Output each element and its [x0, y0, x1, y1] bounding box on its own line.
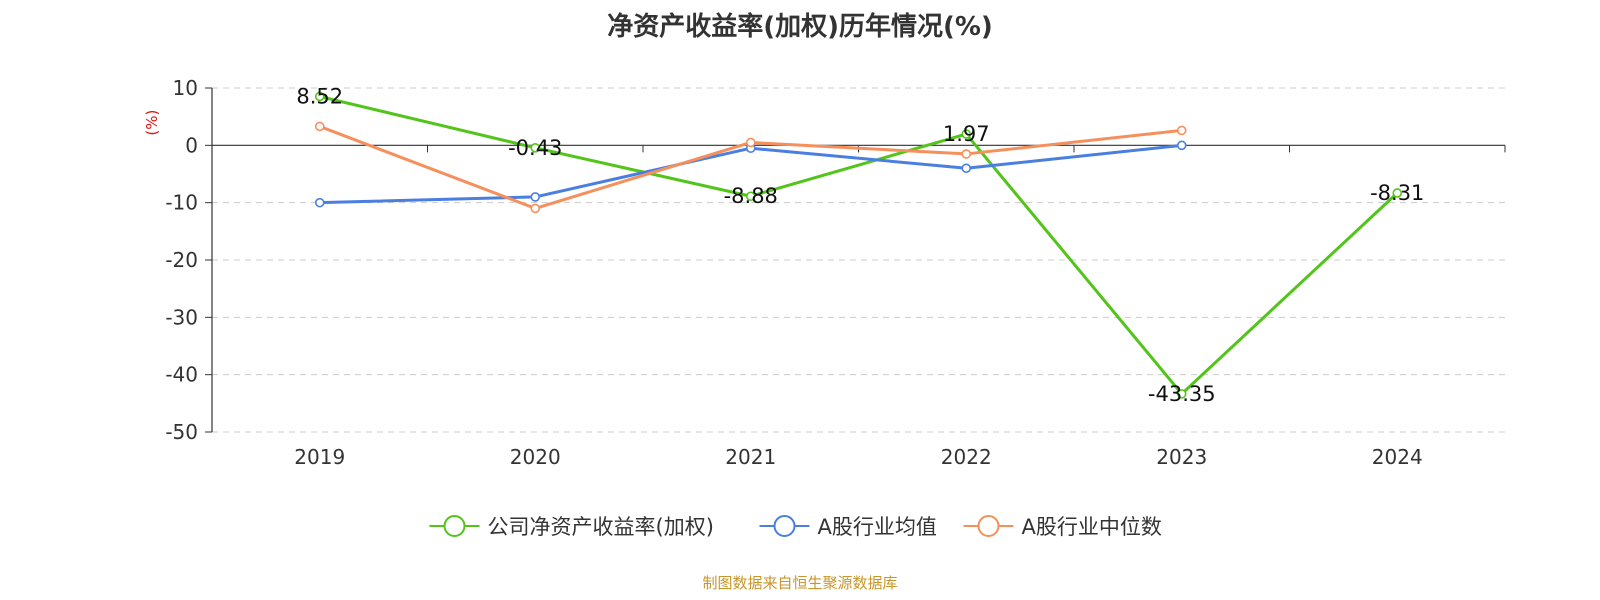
data-point — [530, 203, 541, 214]
data-labels: 8.52 -0.43 -8.88 1.97 -43.35 -8.31 — [296, 84, 1424, 405]
grid-lines — [212, 87, 1505, 433]
data-label: -8.88 — [724, 184, 778, 208]
data-point — [1176, 140, 1187, 151]
data-point — [745, 191, 756, 202]
data-point — [745, 137, 756, 148]
data-point — [961, 163, 972, 174]
y-tick-label: -10 — [165, 191, 198, 215]
legend-label: 公司净资产收益率(加权) — [488, 515, 714, 539]
series-line — [319, 95, 1399, 396]
y-tick-label: -30 — [165, 305, 198, 329]
y-tick-label: 0 — [185, 133, 198, 157]
data-label: 1.97 — [943, 122, 990, 146]
data-point — [1392, 188, 1403, 198]
source-note: 制图数据来自恒生聚源数据库 — [702, 574, 898, 592]
x-tick-label: 2023 — [1156, 445, 1207, 469]
data-point — [1176, 389, 1187, 399]
x-tick-label: 2024 — [1372, 445, 1423, 469]
y-tick-label: -40 — [165, 363, 198, 387]
legend-label: A股行业中位数 — [1022, 515, 1162, 539]
data-point — [961, 149, 972, 159]
legend-label: A股行业均值 — [818, 515, 937, 539]
legend-marker — [773, 515, 796, 537]
data-point — [314, 197, 325, 208]
data-point — [314, 121, 325, 132]
data-point — [314, 91, 325, 102]
legend: 公司净资产收益率(加权) A股行业均值 A股行业中位数 — [429, 515, 1162, 539]
y-tick-label: 10 — [173, 76, 198, 100]
data-point — [530, 142, 541, 153]
data-point — [530, 192, 541, 202]
x-tick-label: 2022 — [941, 445, 992, 469]
x-tick-label: 2019 — [294, 445, 345, 469]
data-point — [961, 129, 972, 139]
data-point — [1176, 125, 1187, 136]
legend-marker — [443, 515, 466, 537]
data-label: -0.43 — [508, 136, 562, 160]
legend-marker — [977, 515, 1000, 537]
chart-title: 净资产收益率(加权)历年情况(%) — [607, 12, 993, 42]
y-tick-label: -50 — [165, 420, 198, 444]
series — [314, 91, 1403, 399]
data-label: 8.52 — [296, 84, 343, 108]
axes: 10 0 -10 -20 -30 -40 -50 2019 2020 2021 2022 2023 20… — [143, 76, 1506, 469]
y-axis-title: (%) — [143, 110, 161, 136]
data-label: -8.31 — [1370, 181, 1424, 205]
x-tick-label: 2020 — [510, 445, 561, 469]
y-tick-label: -20 — [165, 248, 198, 272]
x-tick-label: 2021 — [725, 445, 776, 469]
data-label: -43.35 — [1148, 382, 1216, 406]
